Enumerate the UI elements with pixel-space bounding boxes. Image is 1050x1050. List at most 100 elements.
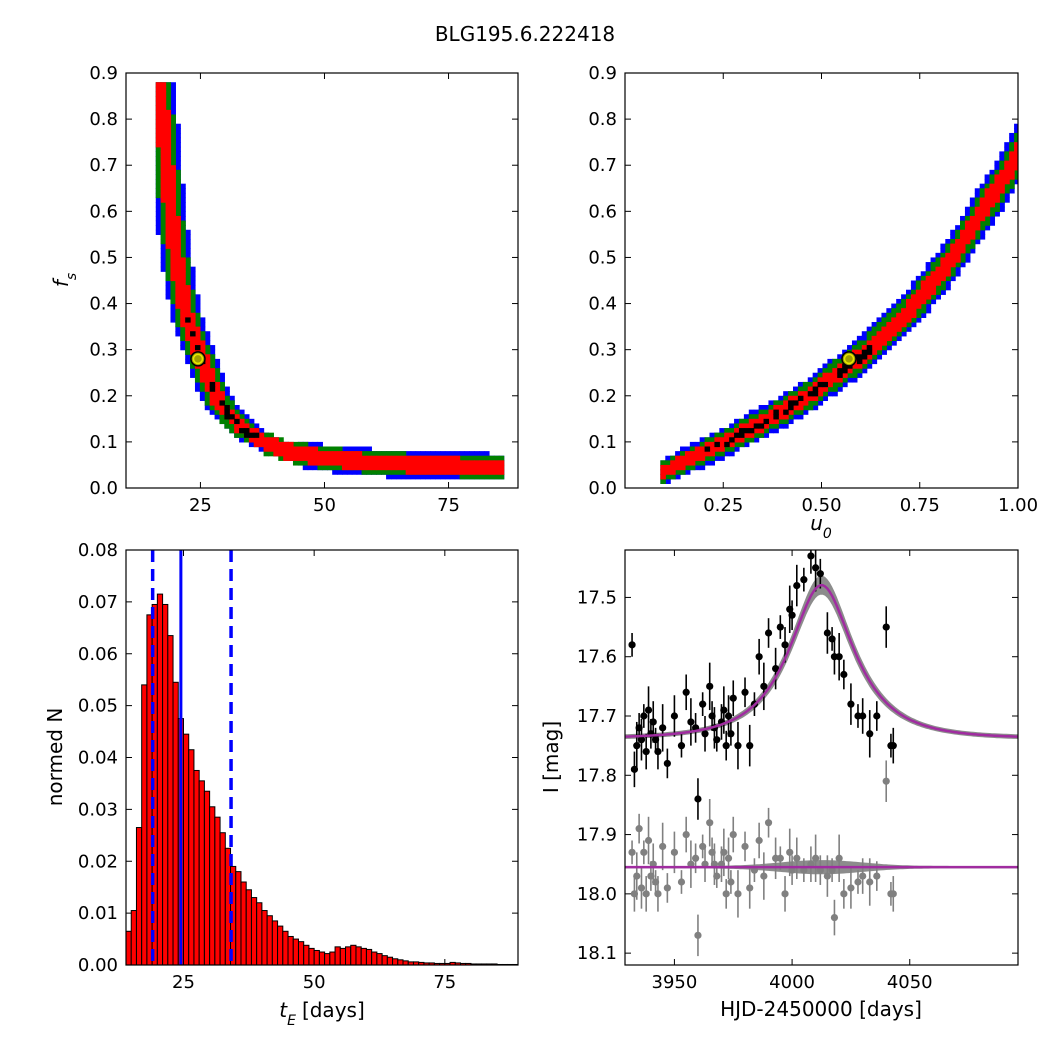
heatmap-cell [822,391,828,396]
heatmap-cell [1004,198,1010,203]
heatmap-cell [965,257,971,262]
data-point [638,884,645,891]
histogram-bar [210,807,215,965]
heatmap-cell [313,442,319,447]
heatmap-cell [156,128,162,133]
figure-title: BLG195.6.222418 [435,22,615,46]
heatmap-cell [200,317,206,322]
data-point [777,855,784,862]
heatmap-cell [175,161,181,166]
heatmap-cell [867,359,873,364]
heatmap-cell [205,345,211,350]
heatmap-cell [293,442,299,447]
heatmap-cell [425,474,431,479]
heatmap-cell [200,391,206,396]
heatmap-cell [474,460,480,465]
heatmap-cell [244,433,250,438]
heatmap-cell [175,299,181,304]
heatmap-cell [749,437,755,442]
heatmap-cell [190,340,196,345]
heatmap-cell [852,345,858,350]
heatmap-cell [906,304,912,309]
heatmap-cell [1009,161,1015,166]
heatmap-cell [896,322,902,327]
heatmap-cell [690,451,696,456]
heatmap-cell [366,460,372,465]
heatmap-cell [460,456,466,461]
data-point [643,890,650,897]
heatmap-cell [1009,142,1015,147]
heatmap-cell [415,470,421,475]
heatmap-cell [401,465,407,470]
data-point [664,760,671,767]
heatmap-cell [180,267,186,272]
heatmap-cell [215,387,221,392]
heatmap-cell [175,267,181,272]
heatmap-cell [254,433,260,438]
heatmap-cell [955,244,961,249]
heatmap-cell [901,331,907,336]
heatmap-cell [867,350,873,355]
heatmap-cell [185,336,191,341]
heatmap-cell [371,470,377,475]
heatmap-cell [935,271,941,276]
heatmap-cell [317,447,323,452]
heatmap-cell [166,115,172,120]
heatmap-cell [445,465,451,470]
heatmap-cell [322,451,328,456]
data-point [746,742,753,749]
heatmap-cell [494,470,500,475]
heatmap-cell [700,456,706,461]
heatmap-cell [788,419,794,424]
heatmap-cell [352,447,358,452]
heatmap-cell [411,460,417,465]
heatmap-cell [867,340,873,345]
heatmap-cell [180,281,186,286]
heatmap-cell [166,202,172,207]
heatmap-cell [180,188,186,193]
heatmap-cell [175,151,181,156]
heatmap-cell [215,400,221,405]
heatmap-cell [180,221,186,226]
heatmap-cell [156,151,162,156]
heatmap-cell [818,400,824,405]
heatmap-cell [342,470,348,475]
heatmap-cell [911,317,917,322]
heatmap-cell [985,211,991,216]
heatmap-cell [660,465,666,470]
heatmap-cell [406,465,412,470]
heatmap-cell [175,138,181,143]
data-point [643,748,650,755]
heatmap-cell [714,447,720,452]
heatmap-cell [254,428,260,433]
heatmap-cell [999,188,1005,193]
heatmap-cell [166,271,172,276]
heatmap-cell [170,151,176,156]
heatmap-cell [210,368,216,373]
heatmap-cell [195,331,201,336]
heatmap-cell [195,345,201,350]
heatmap-cell [906,322,912,327]
heatmap-cell [337,451,343,456]
heatmap-cell [872,354,878,359]
heatmap-cell [975,225,981,230]
heatmap-cell [788,396,794,401]
y-tick-label: 0.1 [588,432,617,453]
histogram-bar [168,636,173,965]
heatmap-cell [744,423,750,428]
heatmap-cell [773,428,779,433]
heatmap-cell [166,101,172,106]
heatmap-cell [376,456,382,461]
heatmap-cell [916,276,922,281]
data-point [786,849,793,856]
y-tick-label: 0.00 [78,955,118,976]
heatmap-cell [229,396,235,401]
heatmap-cell [381,456,387,461]
heatmap-cell [700,465,706,470]
heatmap-cell [293,460,299,465]
heatmap-cell [827,364,833,369]
heatmap-cell [872,322,878,327]
heatmap-cell [327,451,333,456]
heatmap-cell [970,202,976,207]
heatmap-cell [901,322,907,327]
